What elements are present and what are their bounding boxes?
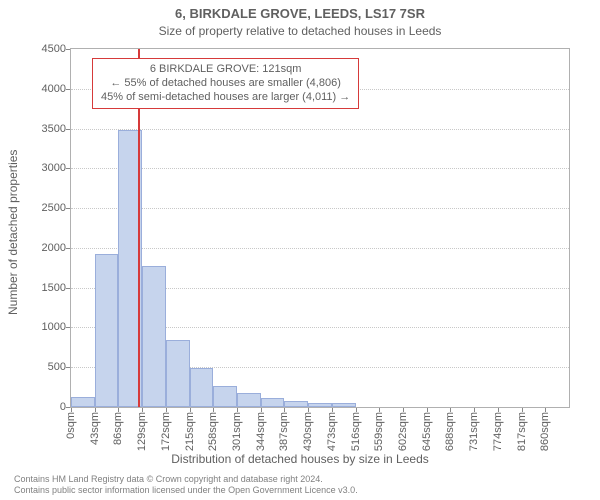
y-tick-label: 1000: [16, 321, 66, 333]
y-tick-label: 500: [16, 361, 66, 373]
x-tick-label: 645sqm: [421, 412, 433, 451]
y-tick-mark: [66, 49, 70, 50]
y-tick-mark: [66, 168, 70, 169]
y-tick-label: 4500: [16, 43, 66, 55]
y-tick-label: 3500: [16, 123, 66, 135]
x-tick-label: 602sqm: [397, 412, 409, 451]
y-tick-label: 2500: [16, 202, 66, 214]
x-tick-label: 0sqm: [65, 412, 77, 439]
footer-line-2: Contains public sector information licen…: [14, 485, 358, 496]
histogram-bar: [190, 368, 214, 407]
chart-title: 6, BIRKDALE GROVE, LEEDS, LS17 7SR: [0, 6, 600, 21]
histogram-bar: [95, 254, 119, 407]
y-tick-label: 2000: [16, 242, 66, 254]
chart-subtitle: Size of property relative to detached ho…: [0, 24, 600, 38]
annotation-line-1: 6 BIRKDALE GROVE: 121sqm: [101, 63, 350, 77]
x-tick-label: 43sqm: [89, 412, 101, 445]
histogram-bar: [332, 403, 356, 407]
x-tick-label: 817sqm: [516, 412, 528, 451]
y-tick-mark: [66, 407, 70, 408]
annotation-box: 6 BIRKDALE GROVE: 121sqm ← 55% of detach…: [92, 58, 359, 109]
x-tick-label: 86sqm: [112, 412, 124, 445]
x-tick-label: 129sqm: [136, 412, 148, 451]
y-tick-mark: [66, 367, 70, 368]
gridline: [71, 129, 569, 130]
x-tick-label: 473sqm: [326, 412, 338, 451]
y-tick-label: 4000: [16, 83, 66, 95]
x-tick-label: 688sqm: [444, 412, 456, 451]
x-tick-label: 731sqm: [468, 412, 480, 451]
x-tick-label: 258sqm: [207, 412, 219, 451]
histogram-bar: [237, 393, 261, 407]
x-axis-label: Distribution of detached houses by size …: [0, 452, 600, 466]
x-tick-label: 559sqm: [373, 412, 385, 451]
gridline: [71, 248, 569, 249]
y-tick-mark: [66, 208, 70, 209]
x-tick-label: 344sqm: [255, 412, 267, 451]
chart-container: { "chart": { "type": "histogram", "title…: [0, 0, 600, 500]
histogram-bar: [142, 266, 166, 407]
x-tick-label: 215sqm: [184, 412, 196, 451]
y-tick-mark: [66, 89, 70, 90]
gridline: [71, 168, 569, 169]
annotation-line-2: ← 55% of detached houses are smaller (4,…: [101, 77, 350, 91]
gridline: [71, 208, 569, 209]
x-tick-label: 387sqm: [278, 412, 290, 451]
annotation-line-3: 45% of semi-detached houses are larger (…: [101, 91, 350, 105]
y-tick-mark: [66, 129, 70, 130]
y-tick-mark: [66, 248, 70, 249]
x-tick-label: 301sqm: [231, 412, 243, 451]
histogram-bar: [213, 386, 237, 407]
histogram-bar: [71, 397, 95, 407]
footer-line-1: Contains HM Land Registry data © Crown c…: [14, 474, 358, 485]
histogram-bar: [284, 401, 308, 407]
x-tick-label: 430sqm: [302, 412, 314, 451]
y-tick-label: 1500: [16, 282, 66, 294]
histogram-bar: [261, 398, 285, 407]
y-tick-mark: [66, 288, 70, 289]
x-tick-label: 516sqm: [350, 412, 362, 451]
x-tick-label: 172sqm: [160, 412, 172, 451]
y-tick-mark: [66, 327, 70, 328]
histogram-bar: [308, 403, 332, 407]
x-tick-label: 774sqm: [492, 412, 504, 451]
y-tick-label: 0: [16, 401, 66, 413]
footer-attribution: Contains HM Land Registry data © Crown c…: [14, 474, 358, 496]
x-tick-label: 860sqm: [539, 412, 551, 451]
histogram-bar: [166, 340, 190, 407]
y-tick-label: 3000: [16, 162, 66, 174]
